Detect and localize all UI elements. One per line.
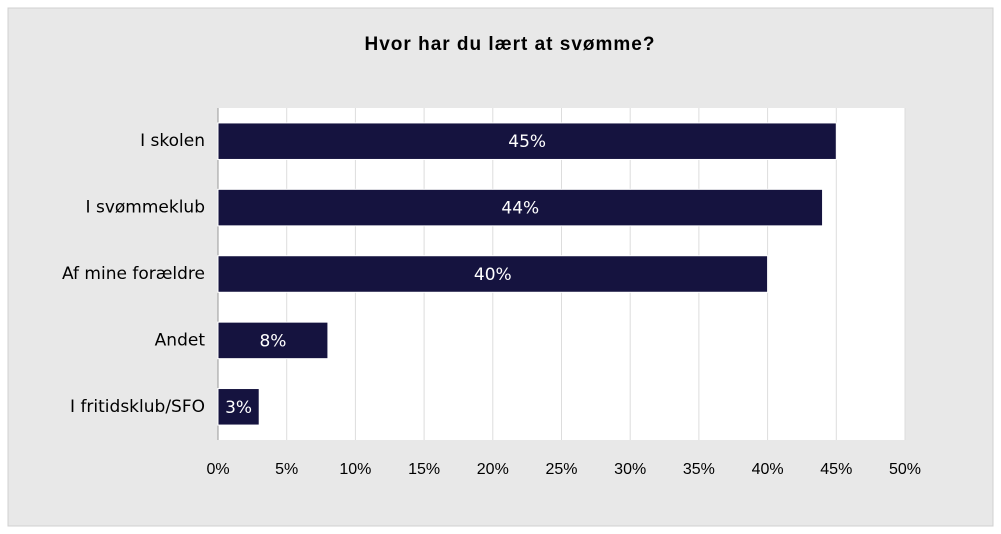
value-label: 8% bbox=[259, 331, 286, 351]
value-label: 40% bbox=[474, 265, 512, 285]
value-label: 44% bbox=[501, 199, 539, 219]
bar bbox=[217, 188, 824, 227]
x-tick-label: 25% bbox=[545, 461, 577, 478]
y-tick-label: Andet bbox=[155, 330, 206, 350]
bar bbox=[217, 122, 837, 160]
x-tick-label: 10% bbox=[339, 461, 371, 478]
x-tick-label: 50% bbox=[889, 461, 921, 478]
x-tick-label: 20% bbox=[477, 461, 509, 478]
y-tick-label: I fritidsklub/SFO bbox=[70, 397, 205, 417]
bar bbox=[217, 255, 769, 293]
x-tick-label: 35% bbox=[683, 461, 715, 478]
x-tick-label: 0% bbox=[206, 461, 229, 478]
x-tick-label: 5% bbox=[275, 461, 298, 478]
y-tick-label: Af mine forældre bbox=[62, 264, 205, 284]
x-tick-label: 30% bbox=[614, 461, 646, 478]
value-label: 3% bbox=[225, 398, 252, 418]
bar bbox=[217, 388, 260, 426]
chart-title: Hvor har du lært at svømme? bbox=[365, 34, 656, 55]
y-tick-label: I svømmeklub bbox=[86, 198, 205, 218]
value-label: 45% bbox=[508, 132, 546, 152]
x-tick-label: 40% bbox=[752, 461, 784, 478]
x-tick-label: 45% bbox=[820, 461, 852, 478]
bar bbox=[217, 321, 329, 360]
x-tick-label: 15% bbox=[408, 461, 440, 478]
y-tick-label: I skolen bbox=[140, 131, 205, 151]
